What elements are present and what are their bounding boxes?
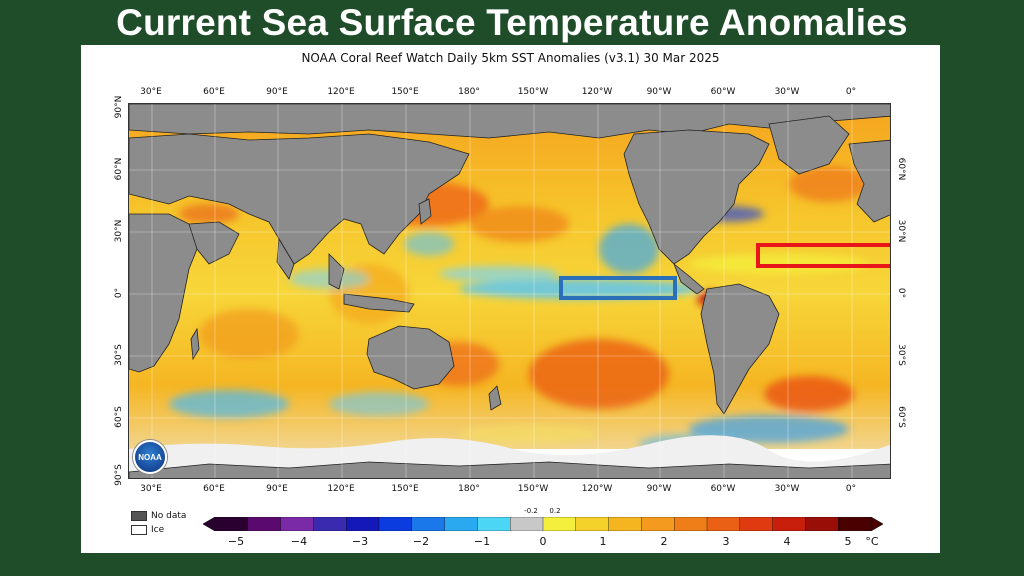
lat-tick-left: 90°S — [114, 464, 124, 486]
colorbar-cell — [477, 517, 511, 531]
lon-tick-top: 0° — [845, 87, 857, 97]
lon-tick-top: 150°W — [517, 87, 549, 97]
colorbar-cell — [280, 517, 315, 531]
colorbar-label: 4 — [783, 535, 791, 548]
colorbar-cell — [706, 517, 741, 531]
colorbar-cell — [575, 517, 610, 531]
lon-tick-bottom: 120°W — [581, 484, 613, 494]
no-data-swatch — [131, 511, 147, 521]
lat-tick-right: 30°S — [896, 344, 906, 366]
lat-tick-right: 0° — [896, 287, 906, 299]
colorbar-cells — [214, 517, 872, 531]
colorbar-cell — [608, 517, 643, 531]
central-pacific-box — [559, 276, 677, 300]
lon-tick-bottom: 180° — [458, 484, 480, 494]
sst-anomaly-figure: NOAA Coral Reef Watch Daily 5km SST Anom… — [81, 45, 940, 553]
colorbar-label: −3 — [351, 535, 369, 548]
lon-tick-top: 90°E — [266, 87, 288, 97]
colorbar-cell — [345, 517, 380, 531]
colorbar-cell — [542, 517, 577, 531]
colorbar-label: −5 — [227, 535, 245, 548]
colorbar-label: −1 — [473, 535, 491, 548]
lon-tick-bottom: 150°E — [391, 484, 419, 494]
colorbar-cell — [444, 517, 479, 531]
lat-tick-right: 30°N — [896, 219, 906, 243]
lon-tick-bottom: 90°W — [646, 484, 672, 494]
lon-tick-top: 120°W — [581, 87, 613, 97]
anomaly-map — [128, 103, 891, 479]
lat-tick-left: 0° — [114, 287, 124, 299]
lon-tick-bottom: 60°W — [710, 484, 736, 494]
ice-legend: Ice — [131, 525, 164, 535]
tropical-atlantic-box — [756, 243, 890, 268]
anomaly-map-svg — [129, 104, 890, 478]
colorbar-label: 2 — [660, 535, 668, 548]
lon-tick-bottom: 90°E — [266, 484, 288, 494]
colorbar-cell — [510, 517, 544, 531]
colorbar-label: −2 — [412, 535, 430, 548]
colorbar-label: 0 — [539, 535, 547, 548]
map-title: NOAA Coral Reef Watch Daily 5km SST Anom… — [301, 51, 720, 65]
colorbar-label: 5 — [844, 535, 852, 548]
colorbar-cell — [247, 517, 282, 531]
lon-tick-top: 180° — [458, 87, 480, 97]
colorbar-cell — [214, 517, 249, 531]
colorbar-cell — [641, 517, 675, 531]
lon-tick-bottom: 30°E — [140, 484, 162, 494]
lon-tick-top: 60°W — [710, 87, 736, 97]
lon-tick-top: 120°E — [327, 87, 355, 97]
colorbar-label: 1 — [599, 535, 607, 548]
colorbar-cell — [313, 517, 347, 531]
lat-tick-left: 60°S — [114, 406, 124, 428]
lon-tick-bottom: 0° — [845, 484, 857, 494]
lat-tick-left: 30°S — [114, 344, 124, 366]
colorbar-cell — [739, 517, 774, 531]
lon-tick-top: 90°W — [646, 87, 672, 97]
lon-tick-top: 60°E — [203, 87, 225, 97]
colorbar-cell — [772, 517, 807, 531]
colorbar-cell — [805, 517, 839, 531]
colorbar-max-arrow — [870, 517, 883, 531]
lon-tick-bottom: 60°E — [203, 484, 225, 494]
colorbar-cell — [378, 517, 413, 531]
land-masses — [129, 104, 890, 478]
colorbar-cell — [411, 517, 446, 531]
lon-tick-top: 150°E — [391, 87, 419, 97]
colorbar-label: −4 — [290, 535, 308, 548]
slide-title: Current Sea Surface Temperature Anomalie… — [116, 2, 908, 43]
colorbar-small-label: -0.2 — [524, 507, 538, 515]
lon-tick-top: 30°W — [774, 87, 800, 97]
lat-tick-left: 60°N — [114, 157, 124, 181]
lat-tick-right: 60°S — [896, 406, 906, 428]
noaa-logo: NOAA — [133, 440, 167, 474]
no-data-label: No data — [151, 511, 187, 521]
colorbar — [203, 517, 883, 531]
lon-tick-bottom: 30°W — [774, 484, 800, 494]
ice-label: Ice — [151, 525, 165, 535]
colorbar-min-arrow — [203, 517, 216, 531]
ice-swatch — [131, 525, 147, 535]
lat-tick-right: 60°N — [896, 157, 906, 181]
lat-tick-left: 90°N — [114, 95, 124, 119]
colorbar-small-label: 0.2 — [549, 507, 561, 515]
lon-tick-bottom: 150°W — [517, 484, 549, 494]
colorbar-label: 3 — [722, 535, 730, 548]
colorbar-unit: °C — [865, 535, 879, 548]
no-data-legend: No data — [131, 511, 186, 521]
lat-tick-left: 30°N — [114, 219, 124, 243]
colorbar-cell — [674, 517, 708, 531]
lon-tick-top: 30°E — [140, 87, 162, 97]
lon-tick-bottom: 120°E — [327, 484, 355, 494]
graticule — [129, 104, 890, 478]
colorbar-cell — [838, 517, 872, 531]
